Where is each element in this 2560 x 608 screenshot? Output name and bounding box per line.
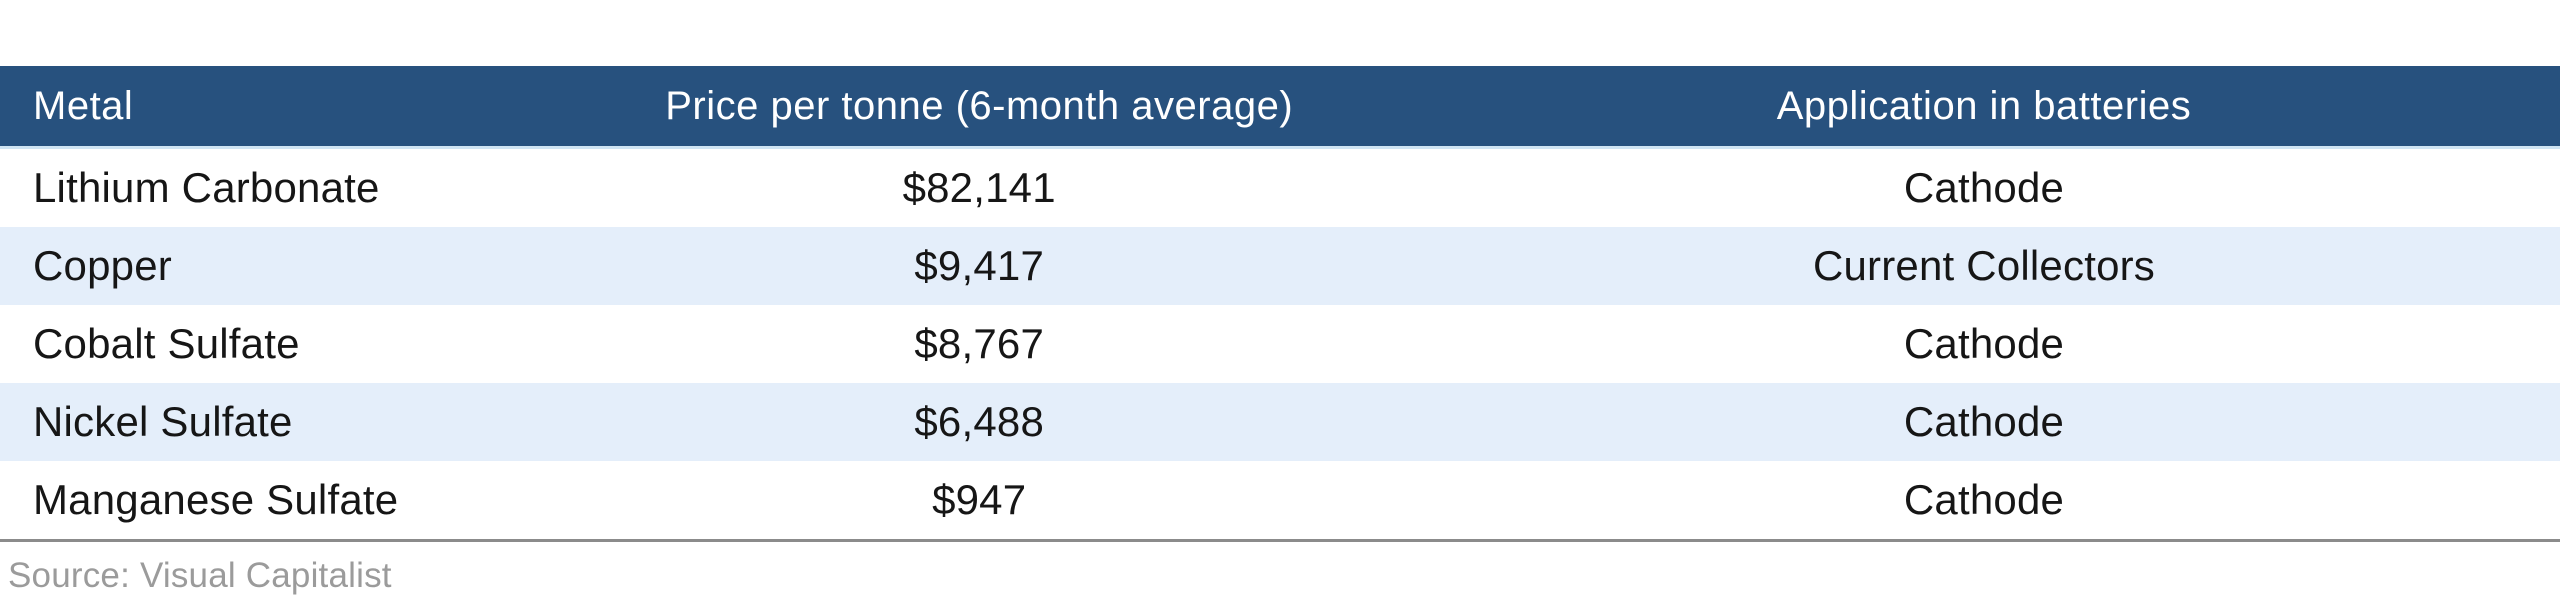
cell-metal: Nickel Sulfate <box>0 383 551 461</box>
cell-application: Cathode <box>1407 305 2560 383</box>
source-attribution: Source: Visual Capitalist <box>8 556 392 595</box>
cell-metal: Cobalt Sulfate <box>0 305 551 383</box>
cell-price: $8,767 <box>550 305 1408 383</box>
cell-price: $947 <box>550 461 1408 542</box>
cell-application: Current Collectors <box>1407 227 2560 305</box>
cell-metal: Lithium Carbonate <box>0 147 551 227</box>
metals-table: Metal Price per tonne (6-month average) … <box>0 66 2560 542</box>
cell-metal: Copper <box>0 227 551 305</box>
column-header-application: Application in batteries <box>1407 66 2560 149</box>
column-header-metal: Metal <box>0 66 551 149</box>
table-body: Lithium Carbonate $82,141 Cathode Copper… <box>0 147 2560 542</box>
table-header: Metal Price per tonne (6-month average) … <box>0 66 2560 149</box>
table-row-cobalt-sulfate: Cobalt Sulfate $8,767 Cathode <box>0 305 2560 383</box>
table-header-row: Metal Price per tonne (6-month average) … <box>0 66 2560 149</box>
table-row-nickel-sulfate: Nickel Sulfate $6,488 Cathode <box>0 383 2560 461</box>
cell-application: Cathode <box>1407 383 2560 461</box>
table-row-copper: Copper $9,417 Current Collectors <box>0 227 2560 305</box>
cell-price: $82,141 <box>550 147 1408 227</box>
cell-metal: Manganese Sulfate <box>0 461 551 542</box>
table-row-lithium-carbonate: Lithium Carbonate $82,141 Cathode <box>0 147 2560 227</box>
column-header-price: Price per tonne (6-month average) <box>550 66 1408 149</box>
cell-application: Cathode <box>1407 147 2560 227</box>
cell-price: $9,417 <box>550 227 1408 305</box>
cell-price: $6,488 <box>550 383 1408 461</box>
table-row-manganese-sulfate: Manganese Sulfate $947 Cathode <box>0 461 2560 542</box>
cell-application: Cathode <box>1407 461 2560 542</box>
